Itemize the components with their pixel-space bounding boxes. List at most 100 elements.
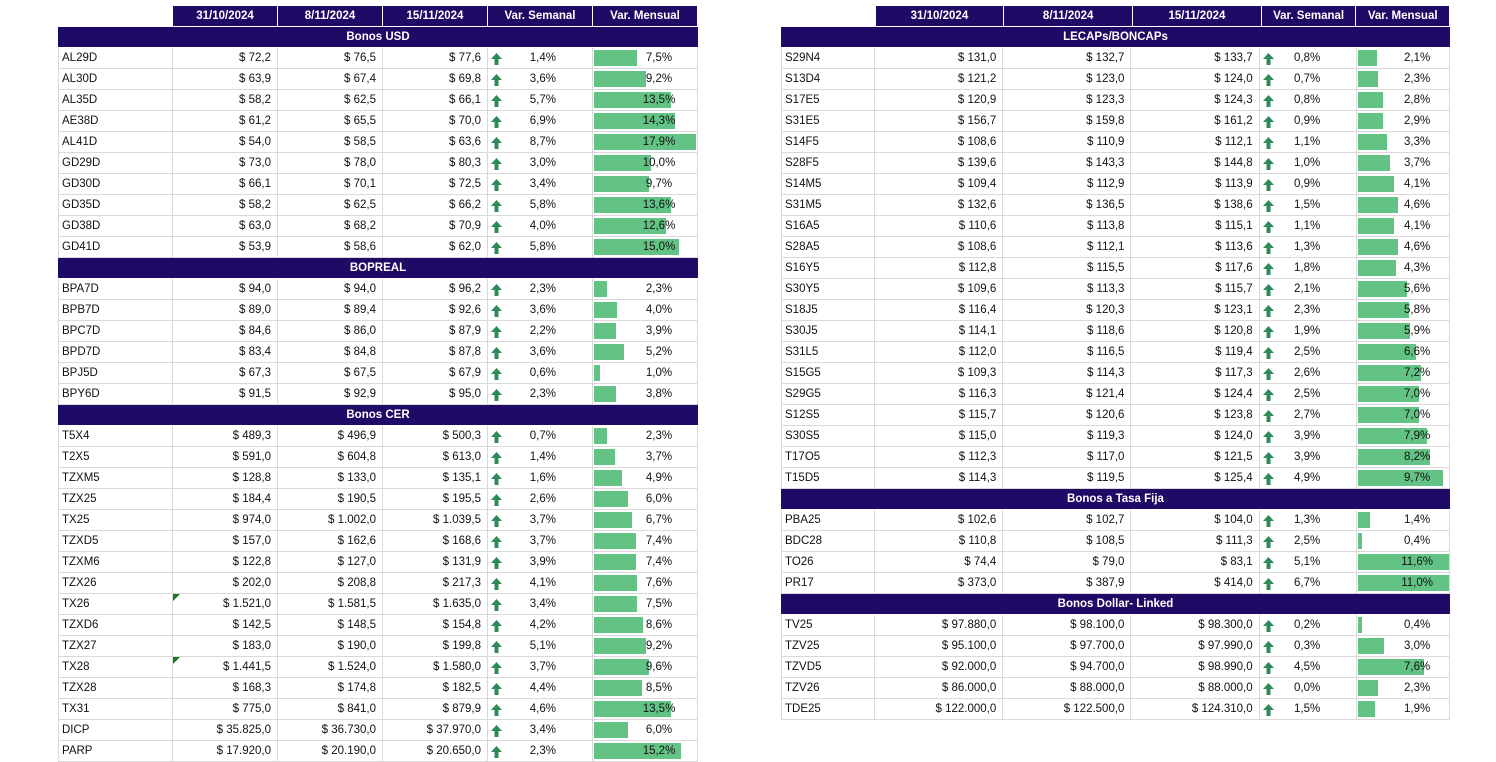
weekly-change: 3,6% xyxy=(488,300,593,321)
monthly-change-bar xyxy=(1358,344,1416,360)
monthly-change-bar xyxy=(1358,680,1379,696)
price-d3: $ 115,7 xyxy=(1131,279,1260,300)
price-d2: $ 387,9 xyxy=(1003,573,1132,594)
price-value: $ 174,8 xyxy=(337,682,376,694)
price-value: $ 127,0 xyxy=(337,556,376,568)
monthly-change-bar xyxy=(594,176,650,192)
up-arrow-icon xyxy=(491,662,502,674)
header-blank-cell xyxy=(58,6,173,26)
bond-ticker: TZXM5 xyxy=(58,468,173,489)
price-value: $ 190,5 xyxy=(337,493,376,505)
price-value: $ 208,8 xyxy=(337,577,376,589)
table-row: AL30D $ 63,9 $ 67,4 $ 69,8 3,6% 9,2% xyxy=(58,69,698,90)
price-value: $ 974,0 xyxy=(232,514,271,526)
price-d2: $ 496,9 xyxy=(278,426,383,447)
price-value: $ 68,2 xyxy=(344,220,376,232)
price-d3: $ 135,1 xyxy=(383,468,488,489)
monthly-change: 8,2% xyxy=(1357,447,1450,468)
monthly-change-value: 12,6% xyxy=(642,220,676,232)
weekly-change-value: 1,4% xyxy=(529,451,556,463)
weekly-change-value: 2,3% xyxy=(529,388,556,400)
monthly-change-value: 6,0% xyxy=(645,493,673,505)
table-row: S31L5 $ 112,0 $ 116,5 $ 119,4 2,5% 6,6% xyxy=(781,342,1450,363)
bond-ticker: TDE25 xyxy=(781,699,876,720)
price-d2: $ 113,3 xyxy=(1003,279,1132,300)
monthly-change-value: 1,0% xyxy=(645,367,673,379)
monthly-change: 7,5% xyxy=(593,594,698,615)
bond-ticker: S31E5 xyxy=(781,111,876,132)
weekly-change: 2,6% xyxy=(488,489,593,510)
bond-ticker: S16A5 xyxy=(781,216,876,237)
monthly-change-value: 3,8% xyxy=(645,388,673,400)
monthly-change: 1,0% xyxy=(593,363,698,384)
monthly-change-bar xyxy=(594,617,643,633)
weekly-change-value: 2,7% xyxy=(1294,409,1321,421)
price-value: $ 162,6 xyxy=(337,535,376,547)
price-d3: $ 37.970,0 xyxy=(383,720,488,741)
weekly-change-value: 1,9% xyxy=(1294,325,1321,337)
price-value: $ 120,8 xyxy=(1214,325,1253,337)
bond-ticker: TV25 xyxy=(781,615,876,636)
table-row: TZXM6 $ 122,8 $ 127,0 $ 131,9 3,9% 7,4% xyxy=(58,552,698,573)
monthly-change-value: 3,7% xyxy=(1404,157,1431,169)
price-value: $ 195,5 xyxy=(442,493,481,505)
price-d3: $ 124,0 xyxy=(1131,69,1260,90)
monthly-change-value: 14,3% xyxy=(642,115,676,127)
monthly-change-bar xyxy=(1358,113,1384,129)
price-value: $ 115,1 xyxy=(1215,220,1253,232)
table-row: DICP $ 35.825,0 $ 36.730,0 $ 37.970,0 3,4% 6,… xyxy=(58,720,698,741)
weekly-change: 2,3% xyxy=(1259,300,1358,321)
monthly-change: 7,0% xyxy=(1357,405,1450,426)
weekly-change-value: 0,2% xyxy=(1294,619,1321,631)
bond-ticker: TZV25 xyxy=(781,636,876,657)
price-d1: $ 17.920,0 xyxy=(173,741,278,762)
price-d3: $ 131,9 xyxy=(383,552,488,573)
monthly-change-bar xyxy=(1358,71,1379,87)
bond-ticker: DICP xyxy=(58,720,173,741)
monthly-change-bar xyxy=(594,386,616,402)
monthly-change: 13,6% xyxy=(593,195,698,216)
price-value: $ 94,0 xyxy=(239,283,271,295)
price-value: $ 124.310,0 xyxy=(1191,703,1253,715)
monthly-change-bar xyxy=(1358,197,1399,213)
monthly-change-bar xyxy=(1358,302,1409,318)
table-row: TZX26 $ 202,0 $ 208,8 $ 217,3 4,1% 7,6% xyxy=(58,573,698,594)
price-value: $ 190,0 xyxy=(337,640,376,652)
monthly-change: 1,4% xyxy=(1357,510,1450,531)
bond-ticker: AL30D xyxy=(58,69,173,90)
monthly-change: 2,3% xyxy=(593,426,698,447)
price-value: $ 83,1 xyxy=(1220,556,1253,568)
price-value: $ 86,0 xyxy=(344,325,376,337)
price-d2: $ 67,5 xyxy=(278,363,383,384)
weekly-change: 2,7% xyxy=(1259,405,1358,426)
table-row: TX26 $ 1.521,0 $ 1.581,5 $ 1.635,0 3,4% 7,5% xyxy=(58,594,698,615)
price-d1: $ 202,0 xyxy=(173,573,278,594)
weekly-change-value: 0,9% xyxy=(1294,115,1321,127)
up-arrow-icon xyxy=(491,641,502,653)
section-title: Bonos Dollar- Linked xyxy=(781,594,1450,615)
price-value: $ 94.700,0 xyxy=(1070,661,1125,673)
column-header-row: 31/10/2024 8/11/2024 15/11/2024 Var. Semana… xyxy=(58,6,698,27)
price-d2: $ 79,0 xyxy=(1003,552,1132,573)
table-row: S15G5 $ 109,3 $ 114,3 $ 117,3 2,6% 7,2% xyxy=(781,363,1450,384)
monthly-change-bar xyxy=(1358,449,1430,465)
table-row: BPJ5D $ 67,3 $ 67,5 $ 67,9 0,6% 1,0% xyxy=(58,363,698,384)
price-value: $ 202,0 xyxy=(232,577,271,589)
price-d2: $ 94.700,0 xyxy=(1003,657,1132,678)
up-arrow-icon xyxy=(491,179,502,191)
bond-ticker: BDC28 xyxy=(781,531,876,552)
price-value: $ 108,5 xyxy=(1086,535,1125,547)
price-d2: $ 190,5 xyxy=(278,489,383,510)
up-arrow-icon xyxy=(491,725,502,737)
monthly-change-value: 2,3% xyxy=(645,283,673,295)
price-d3: $ 63,6 xyxy=(383,132,488,153)
price-value: $ 89,4 xyxy=(344,304,376,316)
price-value: $ 123,1 xyxy=(1214,304,1253,316)
price-value: $ 70,9 xyxy=(449,220,481,232)
up-arrow-icon xyxy=(1262,536,1274,548)
price-d2: $ 115,5 xyxy=(1003,258,1132,279)
weekly-change-value: 3,4% xyxy=(529,178,556,190)
monthly-change-value: 1,9% xyxy=(1404,703,1431,715)
table-row: TX31 $ 775,0 $ 841,0 $ 879,9 4,6% 13,5% xyxy=(58,699,698,720)
weekly-change: 2,5% xyxy=(1259,384,1358,405)
